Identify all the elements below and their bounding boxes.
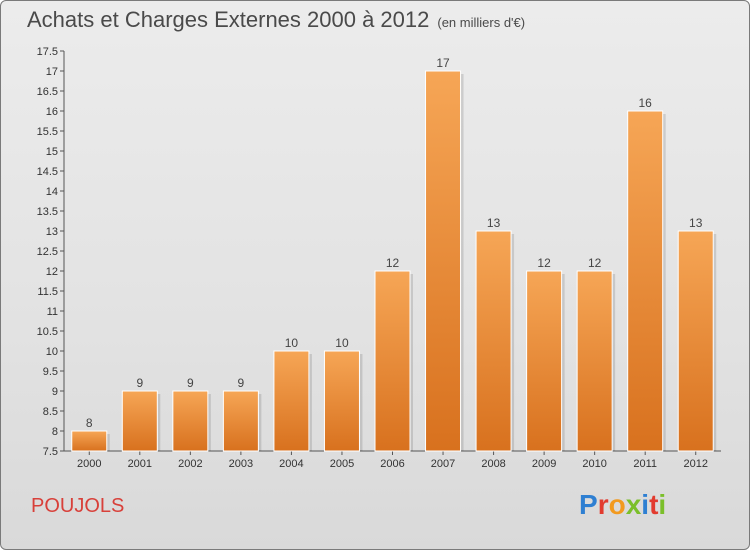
bar-2003 <box>222 390 259 452</box>
y-tick-label: 7.5 <box>43 446 58 458</box>
x-tick-label: 2000 <box>77 458 101 470</box>
y-tick-label: 17.5 <box>37 46 58 58</box>
bar-2009 <box>526 270 563 452</box>
logo-letter: P <box>579 489 598 520</box>
data-label: 9 <box>187 376 194 390</box>
y-tick-label: 10.5 <box>37 326 58 338</box>
chart-axes: 7.5 8 8.5 9 9.5 10 10.5 11 11.5 12 12.5 13 13.5 14 14.… <box>37 46 721 470</box>
y-tick-label: 13.5 <box>37 206 58 218</box>
x-tick-label: 2007 <box>431 458 455 470</box>
bar-2002 <box>172 390 209 452</box>
y-tick-label: 15.5 <box>37 126 58 138</box>
data-label: 13 <box>689 216 703 230</box>
bar-2004 <box>273 350 310 452</box>
chart-subtitle: (en milliers d'€) <box>437 15 526 30</box>
logo-letter: i <box>641 489 650 520</box>
y-tick-label: 9 <box>52 386 58 398</box>
y-tick-label: 9.5 <box>43 366 58 378</box>
bar-2012 <box>677 230 714 452</box>
y-tick-label: 8 <box>52 426 58 438</box>
x-tick-label: 2001 <box>128 458 152 470</box>
logo-letter: i <box>658 489 667 520</box>
logo-letter: t <box>649 489 659 520</box>
data-label: 9 <box>238 376 245 390</box>
bar-2007 <box>425 70 462 452</box>
y-tick-label: 15 <box>46 146 58 158</box>
data-label: 12 <box>537 256 551 270</box>
x-tick-label: 2012 <box>683 458 707 470</box>
data-label: 10 <box>335 336 349 350</box>
y-tick-label: 11 <box>47 306 58 318</box>
proxiti-logo[interactable]: Proxiti <box>579 489 666 521</box>
x-tick-label: 2006 <box>380 458 404 470</box>
data-label: 9 <box>136 376 143 390</box>
chart-title-text: Achats et Charges Externes 2000 à 2012 <box>27 7 430 32</box>
x-tick-label: 2004 <box>279 458 303 470</box>
data-label: 12 <box>588 256 602 270</box>
bar-2006 <box>374 270 411 452</box>
y-tick-label: 17 <box>46 66 58 78</box>
x-tick-label: 2005 <box>330 458 354 470</box>
y-tick-label: 11.5 <box>37 286 58 298</box>
data-label: 13 <box>487 216 501 230</box>
logo-letter: r <box>597 489 609 520</box>
data-label: 10 <box>285 336 299 350</box>
bar-2000 <box>71 430 108 452</box>
data-label: 17 <box>436 56 450 70</box>
y-tick-label: 13 <box>46 226 58 238</box>
y-tick-label: 14 <box>46 186 58 198</box>
data-label: 16 <box>639 96 653 110</box>
y-tick-label: 12 <box>46 266 58 278</box>
x-tick-label: 2008 <box>481 458 505 470</box>
x-tick-label: 2003 <box>229 458 253 470</box>
bar-2011 <box>627 110 664 452</box>
x-tick-label: 2002 <box>178 458 202 470</box>
y-tick-label: 14.5 <box>37 166 58 178</box>
data-label: 8 <box>86 416 93 430</box>
chart-bars <box>71 70 717 452</box>
logo-letter: x <box>625 489 642 520</box>
y-tick-label: 12.5 <box>37 246 58 258</box>
bar-2005 <box>323 350 360 452</box>
commune-name: POUJOLS <box>31 495 125 517</box>
bar-2008 <box>475 230 512 452</box>
x-tick-label: 2010 <box>582 458 606 470</box>
logo-letter: o <box>608 489 626 520</box>
data-label: 12 <box>386 256 400 270</box>
y-tick-label: 8.5 <box>43 406 58 418</box>
y-tick-label: 16.5 <box>37 86 58 98</box>
x-tick-label: 2009 <box>532 458 556 470</box>
bar-2010 <box>576 270 613 452</box>
y-tick-label: 10 <box>46 346 58 358</box>
y-tick-label: 16 <box>46 106 58 118</box>
x-tick-label: 2011 <box>633 458 657 470</box>
bar-2001 <box>121 390 158 452</box>
chart-title: Achats et Charges Externes 2000 à 2012 (e… <box>27 7 525 33</box>
chart-data-labels: 8 9 9 9 10 10 12 17 13 12 12 16 13 <box>86 56 703 430</box>
